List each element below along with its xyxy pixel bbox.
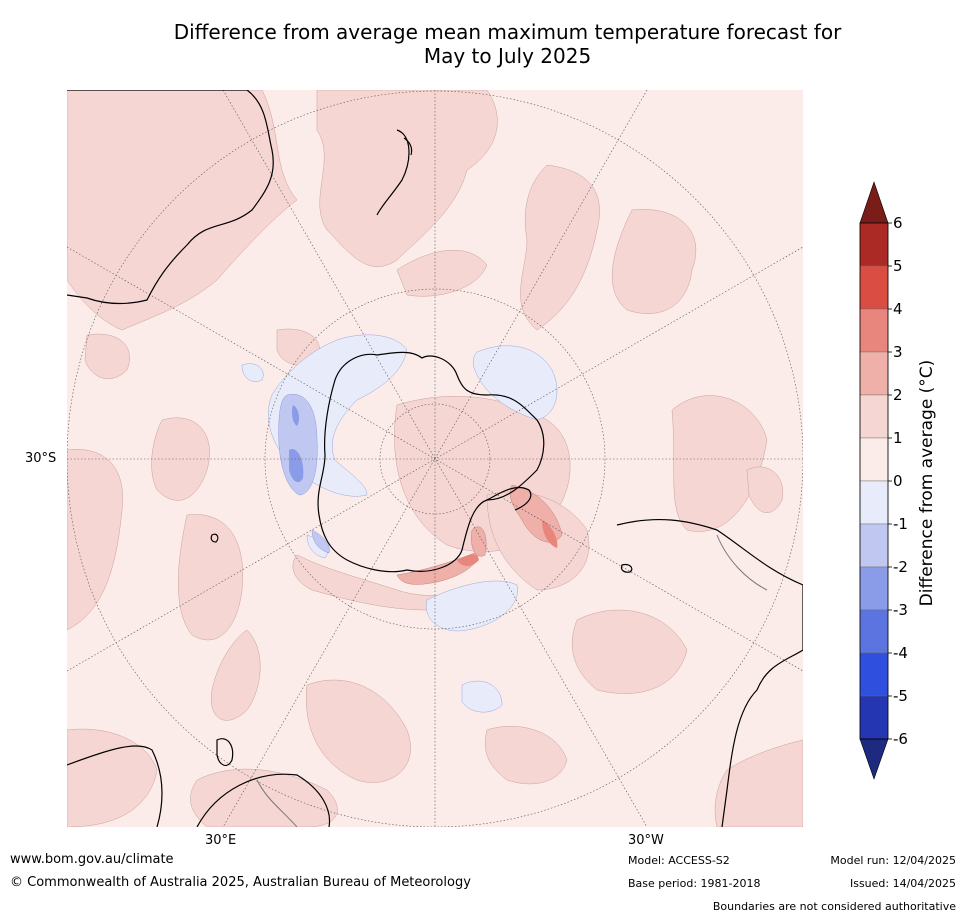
- colorbar-tick-label: -6: [893, 730, 908, 748]
- antarctic-peninsula-coastline: [486, 486, 532, 511]
- colorbar-bin: [859, 265, 889, 310]
- colorbar-tick-label: 3: [893, 343, 903, 361]
- new-zealand-north-coastline: [403, 137, 413, 156]
- south-america-coastline: [616, 518, 803, 827]
- colorbar-tick-label: 2: [893, 386, 903, 404]
- colorbar-tick-label: 0: [893, 472, 903, 490]
- colorbar-tick-label: -1: [893, 515, 908, 533]
- longitude-label-30w: 30°W: [628, 833, 664, 848]
- colorbar-tick-label: -2: [893, 558, 908, 576]
- colorbar-bin: [859, 394, 889, 439]
- colorbar-extend-max: [859, 181, 889, 224]
- title-line-2: May to July 2025: [423, 44, 592, 68]
- colorbar-bin: [859, 523, 889, 568]
- colorbar-tick-label: 6: [893, 214, 903, 232]
- footer-copyright: © Commonwealth of Australia 2025, Austra…: [10, 875, 471, 890]
- colorbar-graphic: 6 5 4 3 2 1 0 -1 -2 -3 -4 -5 -6: [859, 181, 908, 780]
- antarctica-coastline: [317, 351, 545, 573]
- colorbar-bin: [859, 437, 889, 482]
- madagascar-coastline: [216, 738, 234, 767]
- colorbar-bin: [859, 480, 889, 525]
- africa-coastline: [67, 745, 163, 827]
- falklands-coastline: [620, 563, 633, 573]
- colorbar: 6 5 4 3 2 1 0 -1 -2 -3 -4 -5 -6: [858, 180, 963, 790]
- footer-model: Model: ACCESS-S2: [628, 854, 730, 867]
- latitude-label-30s: 30°S: [25, 451, 57, 466]
- footer-base-period: Base period: 1981-2018: [628, 877, 761, 890]
- anomaly-patches-minus1-2: [278, 393, 330, 554]
- colorbar-bin: [859, 308, 889, 353]
- colorbar-tick-label: 4: [893, 300, 903, 318]
- colorbar-bin: [859, 351, 889, 396]
- colorbar-bin: [859, 695, 889, 740]
- inland-boundaries: [256, 534, 768, 827]
- map-graticule: [67, 90, 803, 827]
- colorbar-tick-label: 1: [893, 429, 903, 447]
- anomaly-patches-minus2-3: [289, 405, 304, 483]
- footer-issued: Issued: 14/04/2025: [849, 877, 956, 890]
- colorbar-extend-min: [859, 738, 889, 780]
- map-title: Difference from average mean maximum tem…: [70, 20, 945, 68]
- colorbar-bin: [859, 222, 889, 267]
- colorbar-bin: [859, 566, 889, 611]
- upper-left-coastline: [67, 90, 274, 305]
- colorbar-tick-label: -4: [893, 644, 908, 662]
- colorbar-title: Difference from average (°C): [917, 359, 937, 607]
- colorbar-tick-label: -5: [893, 687, 908, 705]
- footer-model-run: Model run: 12/04/2025: [830, 854, 956, 867]
- map-canvas: [67, 90, 803, 827]
- colorbar-bin: [859, 609, 889, 654]
- coastlines: [67, 90, 803, 827]
- colorbar-tick-label: -3: [893, 601, 908, 619]
- kerguelen-coastline: [210, 533, 219, 543]
- title-line-1: Difference from average mean maximum tem…: [173, 20, 842, 44]
- longitude-label-30e: 30°E: [205, 833, 237, 848]
- footer-website: www.bom.gov.au/climate: [10, 852, 174, 867]
- colorbar-bin: [859, 652, 889, 697]
- footer-disclaimer: Boundaries are not considered authoritat…: [712, 900, 956, 913]
- anomaly-patches-3-4: [457, 520, 558, 566]
- south-africa-coastline: [196, 773, 331, 827]
- colorbar-tick-label: 5: [893, 257, 903, 275]
- forecast-map: [67, 90, 803, 827]
